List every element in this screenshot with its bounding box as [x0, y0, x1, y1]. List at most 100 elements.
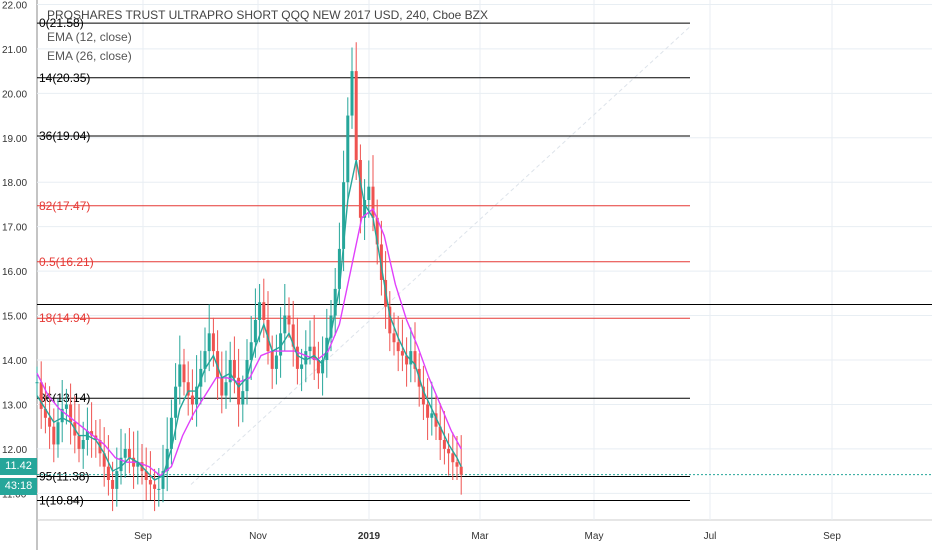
y-tick-label: 15.00 — [2, 312, 27, 323]
y-tick-label: 22.00 — [2, 0, 27, 11]
candle-body — [77, 435, 81, 449]
candle-body — [400, 351, 404, 356]
fib-level-label: 0.5(16.21) — [39, 255, 94, 269]
candle-body — [123, 448, 127, 458]
y-tick-label: 13.00 — [2, 400, 27, 411]
candle-body — [182, 364, 186, 383]
candle-body — [346, 115, 350, 183]
candle-body — [442, 440, 446, 449]
candle-body — [430, 413, 434, 418]
candle-body — [60, 408, 64, 423]
candle-body — [153, 484, 157, 489]
candle-body — [350, 71, 354, 116]
candle-body — [300, 364, 304, 369]
candle-body — [228, 360, 232, 383]
candle-body — [115, 471, 119, 489]
candle-body — [69, 404, 73, 423]
candle-body — [262, 302, 266, 320]
candle-body — [190, 395, 194, 405]
candle-body — [312, 346, 316, 360]
candle-body — [253, 320, 257, 343]
candle-body — [174, 386, 178, 418]
y-tick-label: 16.00 — [2, 267, 27, 278]
candle-body — [48, 417, 52, 427]
candle-body — [224, 382, 228, 396]
candle-body — [388, 306, 392, 334]
candle-body — [295, 346, 299, 369]
candle-body — [64, 404, 68, 409]
candle-body — [102, 453, 106, 467]
candle-body — [199, 368, 203, 387]
candle-body — [304, 351, 308, 365]
candle-body — [220, 377, 224, 396]
legend-ema12[interactable]: EMA (12, close) — [47, 30, 132, 44]
chart-title: PROSHARES TRUST ULTRAPRO SHORT QQQ NEW 2… — [47, 8, 489, 22]
candle-body — [413, 351, 417, 369]
fib-level-label: 86(13.14) — [39, 391, 90, 405]
candle-body — [405, 355, 409, 365]
candle-body — [358, 160, 362, 218]
candle-body — [283, 315, 287, 334]
candle-body — [333, 288, 337, 316]
y-tick-label: 12.00 — [2, 445, 27, 456]
candle-body — [363, 200, 367, 218]
candle-body — [434, 413, 438, 427]
candle-body — [316, 360, 320, 374]
candle-body — [321, 360, 325, 374]
fib-level-label: 36(19.04) — [39, 129, 90, 143]
candle-body — [270, 351, 274, 369]
candle-body — [216, 351, 220, 378]
x-tick-label: Sep — [134, 531, 152, 542]
candle-body — [354, 71, 358, 160]
fib-level-label: 95(11.38) — [39, 469, 89, 483]
ema12-line[interactable] — [36, 159, 462, 481]
fib-level-label: 14(20.35) — [39, 71, 90, 85]
candle-body — [211, 333, 215, 352]
candle-body — [287, 315, 291, 325]
trend-line[interactable] — [190, 26, 691, 485]
candle-body — [409, 351, 413, 365]
x-tick-label: Jul — [704, 531, 717, 542]
candle-body — [119, 457, 123, 472]
candle-body — [459, 466, 463, 475]
candle-body — [148, 480, 152, 485]
y-tick-label: 14.00 — [2, 356, 27, 367]
candle-body — [127, 448, 131, 458]
candle-body — [178, 364, 182, 387]
candle-body — [291, 324, 295, 347]
candle-body — [337, 248, 341, 289]
candle-body — [258, 302, 262, 320]
candle-body — [39, 382, 43, 409]
candle-body — [274, 355, 278, 369]
candle-body — [438, 426, 442, 440]
ema26-line[interactable] — [36, 207, 462, 477]
candle-body — [237, 377, 241, 405]
candle-body — [279, 333, 283, 356]
legend-ema26[interactable]: EMA (26, close) — [47, 49, 132, 63]
fib-level-label: 1(10.84) — [39, 493, 84, 507]
candle-body — [342, 182, 346, 249]
candle-body — [161, 471, 165, 489]
candle-body — [308, 346, 312, 352]
candle-body — [447, 448, 451, 454]
candle-body — [451, 453, 455, 463]
candle-body — [375, 217, 379, 245]
candle-body — [371, 186, 375, 218]
x-tick-label: May — [585, 531, 604, 542]
candle-body — [186, 382, 190, 396]
y-tick-label: 18.00 — [2, 178, 27, 189]
fib-level-label: 82(17.47) — [39, 199, 90, 213]
x-tick-label: 2019 — [358, 531, 381, 542]
candle-body — [111, 480, 115, 489]
x-tick-label: Nov — [249, 531, 267, 542]
candle-body — [157, 488, 161, 490]
candle-body — [396, 342, 400, 352]
candle-body — [207, 333, 211, 352]
candle-body — [81, 440, 85, 449]
candle-body — [106, 466, 110, 480]
candle-body — [203, 351, 207, 369]
candle-body — [43, 408, 47, 418]
candle-body — [56, 422, 60, 445]
